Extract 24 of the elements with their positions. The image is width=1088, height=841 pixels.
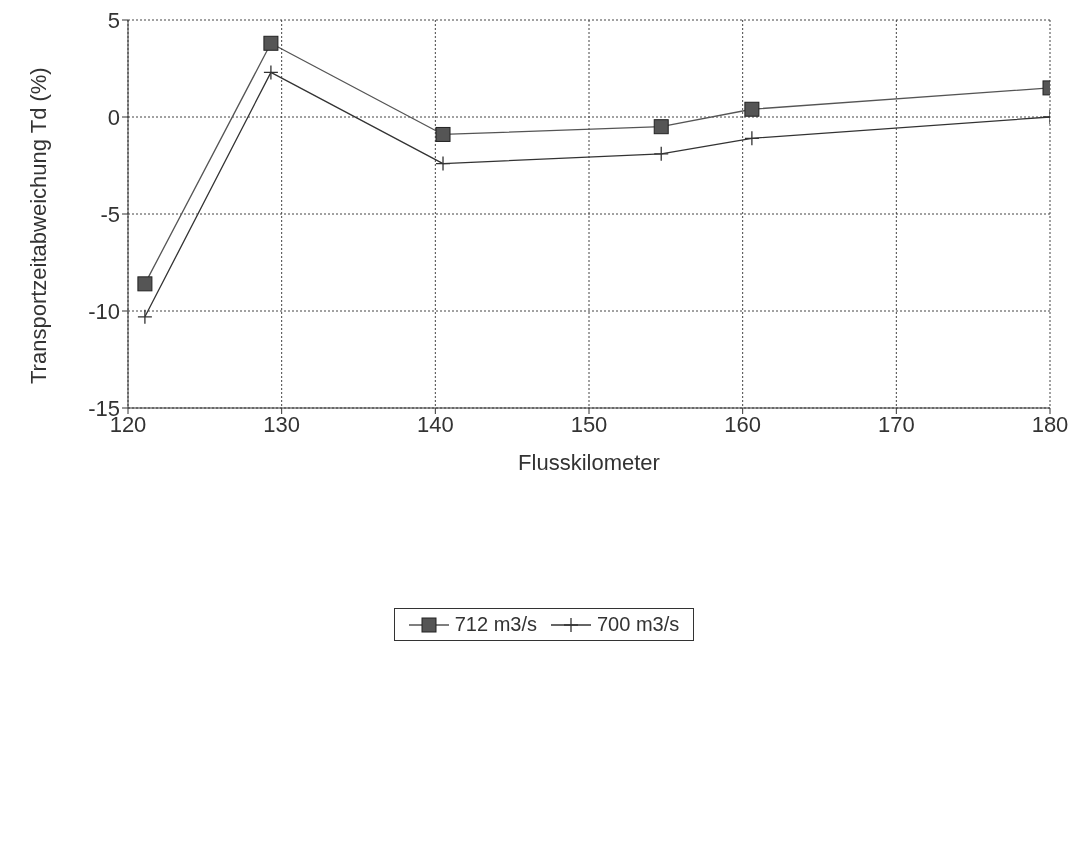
x-tick-label: 160: [724, 411, 762, 437]
legend-label: 712 m3/s: [454, 613, 537, 636]
x-tick-label: 170: [877, 411, 915, 437]
y-tick-label: -5: [100, 201, 120, 227]
x-tick-label: 130: [263, 411, 301, 437]
point: [653, 119, 669, 135]
x-tick-label: 180: [1031, 411, 1069, 437]
point: [435, 126, 451, 142]
y-tick-label: 5: [107, 7, 120, 33]
point: [137, 309, 153, 325]
point: [653, 146, 669, 162]
x-tick-label: 140: [416, 411, 454, 437]
y-tick-label: -10: [88, 298, 120, 324]
point: [137, 276, 153, 292]
x-axis-title: Flusskilometer: [518, 450, 660, 475]
point: [263, 64, 279, 81]
y-axis-title: Transportzeitabweichung Td (%): [25, 67, 51, 384]
point: [744, 101, 760, 117]
point: [435, 155, 451, 172]
point: [263, 35, 279, 51]
x-tick-label: 150: [570, 411, 608, 437]
y-tick-label: 0: [107, 104, 120, 130]
legend-label: 700 m3/s: [597, 613, 680, 636]
point: [744, 130, 760, 146]
